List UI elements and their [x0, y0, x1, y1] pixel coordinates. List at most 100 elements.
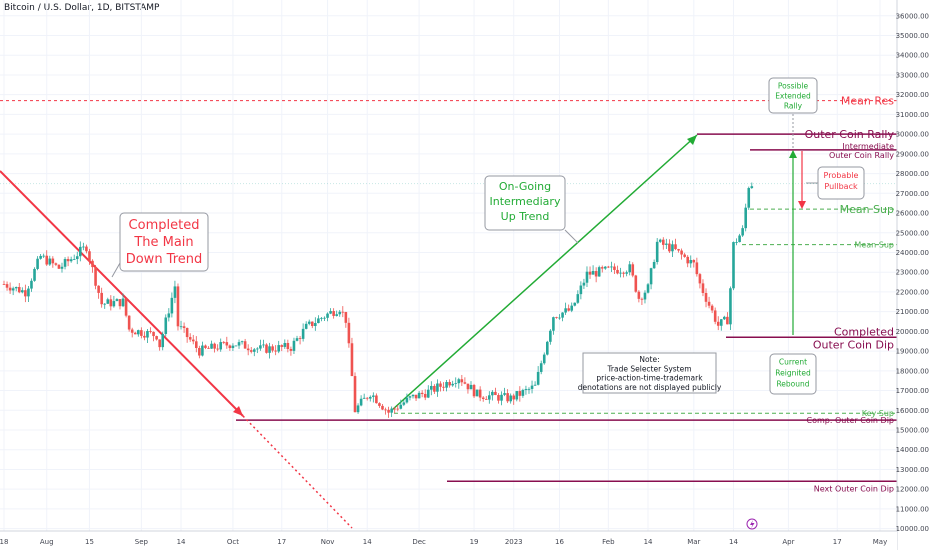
y-tick-label: 12000.00	[896, 486, 929, 494]
candle-body	[619, 272, 622, 274]
candle-body	[744, 207, 748, 229]
candle-body	[353, 376, 357, 413]
candle-body	[488, 395, 491, 400]
candle-body	[109, 299, 113, 307]
x-tick-label: Dec	[412, 538, 426, 546]
candle-body	[198, 347, 201, 356]
candle-body	[295, 338, 299, 341]
candle-body	[692, 260, 696, 263]
candle-body	[546, 341, 549, 355]
current-rebound-box	[769, 353, 817, 395]
candle-body	[362, 397, 366, 399]
ongoing-text: On-Going	[499, 180, 551, 193]
candle-body	[600, 267, 604, 269]
candle-body	[738, 235, 741, 243]
ongoing-text: Up Trend	[501, 210, 550, 223]
probable-pullback-text: Probable	[824, 171, 859, 180]
candle-body	[231, 345, 235, 349]
candle-body	[665, 243, 668, 245]
candle-body	[292, 340, 296, 351]
candle-body	[658, 239, 662, 242]
candle-body	[396, 408, 400, 410]
x-tick-label: Aug	[40, 538, 54, 546]
candle-body	[146, 331, 149, 338]
candle-body	[390, 408, 393, 413]
y-axis-bg	[897, 0, 932, 550]
candle-body	[384, 409, 387, 411]
candle-body	[726, 316, 729, 325]
candle-body	[201, 345, 204, 356]
x-tick-label: 18	[0, 538, 8, 546]
y-tick-label: 21000.00	[896, 308, 929, 316]
possible-rally-text: Possible	[778, 82, 809, 91]
candle-body	[515, 391, 519, 400]
candle-body	[112, 301, 116, 307]
candle-body	[237, 342, 241, 346]
candle-body	[127, 315, 131, 330]
lightning-icon	[746, 518, 758, 530]
possible-rally-text: Extended	[775, 92, 811, 101]
candle-body	[246, 348, 250, 351]
candle-body	[741, 228, 744, 236]
candle-body	[332, 311, 335, 316]
candle-body	[634, 275, 638, 292]
candle-body	[747, 188, 751, 208]
candle-body	[481, 397, 485, 399]
ongoing-tail	[564, 229, 579, 244]
candle-body	[252, 349, 256, 352]
candle-body	[359, 398, 363, 406]
candle-body	[439, 383, 442, 387]
candle-body	[347, 322, 351, 344]
candle-body	[368, 396, 372, 399]
x-axis: 18 Aug 15 Sep 14 Oct 17 Nov 14 Dec 19 2023 16 Feb 14 Ma…	[0, 530, 897, 550]
candle-body	[497, 395, 500, 401]
candle-body	[185, 327, 189, 338]
candle-body	[317, 318, 320, 324]
candle-body	[274, 350, 277, 352]
candle-body	[381, 405, 384, 410]
candle-body	[170, 297, 174, 314]
candle-body	[130, 329, 134, 333]
candle-body	[588, 271, 592, 275]
candle-body	[136, 330, 140, 335]
y-tick-label: 19000.00	[896, 348, 929, 356]
candle-body	[655, 241, 659, 262]
candle-body	[249, 350, 253, 352]
candle-body	[243, 341, 247, 349]
candle-body	[115, 299, 119, 302]
candle-body	[668, 243, 671, 252]
candle-body	[97, 285, 100, 293]
candle-body	[79, 246, 82, 257]
probable-pullback-text: Pullback	[824, 182, 858, 191]
candle-body	[100, 292, 103, 305]
candle-body	[707, 301, 711, 306]
y-tick-label: 26000.00	[896, 210, 929, 218]
y-tick-label: 30000.00	[896, 131, 929, 139]
x-tick-label: Mar	[687, 538, 700, 546]
candle-body	[631, 264, 635, 276]
note-text: Trade Selecter System	[606, 364, 691, 373]
candle-body	[680, 250, 683, 255]
candle-body	[344, 311, 348, 323]
x-tick-label: Feb	[602, 538, 615, 546]
candle-body	[225, 342, 229, 346]
y-tick-label: 32000.00	[896, 91, 929, 99]
candle-body	[423, 393, 427, 398]
key-sup-label: Key Sup	[862, 409, 894, 418]
arrow-head	[798, 201, 806, 209]
outer-coin-rally-label: Outer Coin Rally	[805, 128, 895, 141]
y-tick-label: 33000.00	[896, 71, 929, 79]
y-tick-label: 17000.00	[896, 387, 929, 395]
candle-body	[701, 283, 705, 293]
candle-body	[72, 259, 76, 260]
candle-body	[304, 323, 308, 329]
arrow-head	[233, 406, 243, 416]
candle-body	[683, 254, 686, 257]
candle-body	[66, 259, 70, 262]
x-axis-bg	[0, 531, 897, 550]
candle-body	[533, 384, 537, 386]
x-tick-label: Oct	[227, 538, 239, 546]
y-tick-label: 29000.00	[896, 150, 929, 158]
candle-body	[88, 251, 91, 261]
